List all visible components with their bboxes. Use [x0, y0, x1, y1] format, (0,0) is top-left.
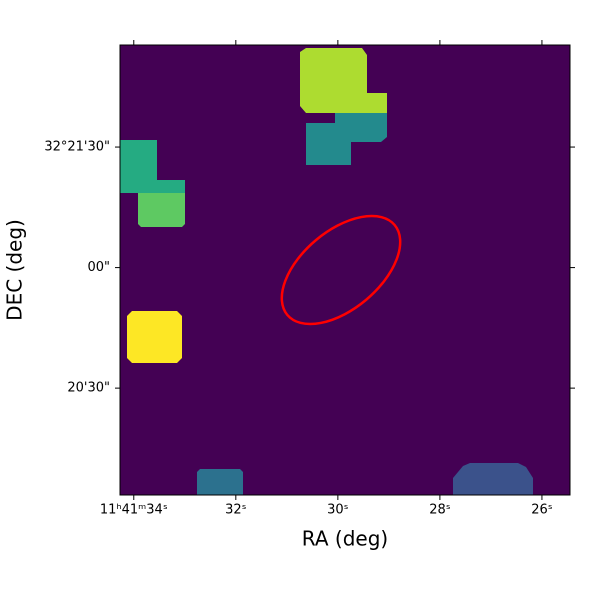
y-tick-label: 32°21'30" [44, 140, 110, 155]
segment [300, 48, 387, 113]
y-tick-label: 00" [87, 260, 110, 275]
segment [197, 469, 243, 495]
x-axis-label: RA (deg) [302, 527, 388, 551]
y-tick-label: 20'30" [67, 381, 110, 396]
x-tick-label: 26ˢ [531, 503, 553, 518]
aperture-ellipse [280, 214, 402, 326]
y-axis-label: DEC (deg) [3, 219, 27, 321]
segment [120, 140, 185, 193]
segment [453, 463, 533, 495]
segment [138, 193, 185, 227]
plot-frame [119, 44, 571, 496]
x-tick-label: 32ˢ [225, 503, 247, 518]
segment [306, 113, 387, 165]
x-tick-label: 28ˢ [429, 503, 451, 518]
segment [127, 311, 182, 363]
x-tick-label: 11ʰ41ᵐ34ˢ [100, 503, 168, 518]
segments [120, 48, 533, 495]
x-tick-label: 30ˢ [327, 503, 349, 518]
